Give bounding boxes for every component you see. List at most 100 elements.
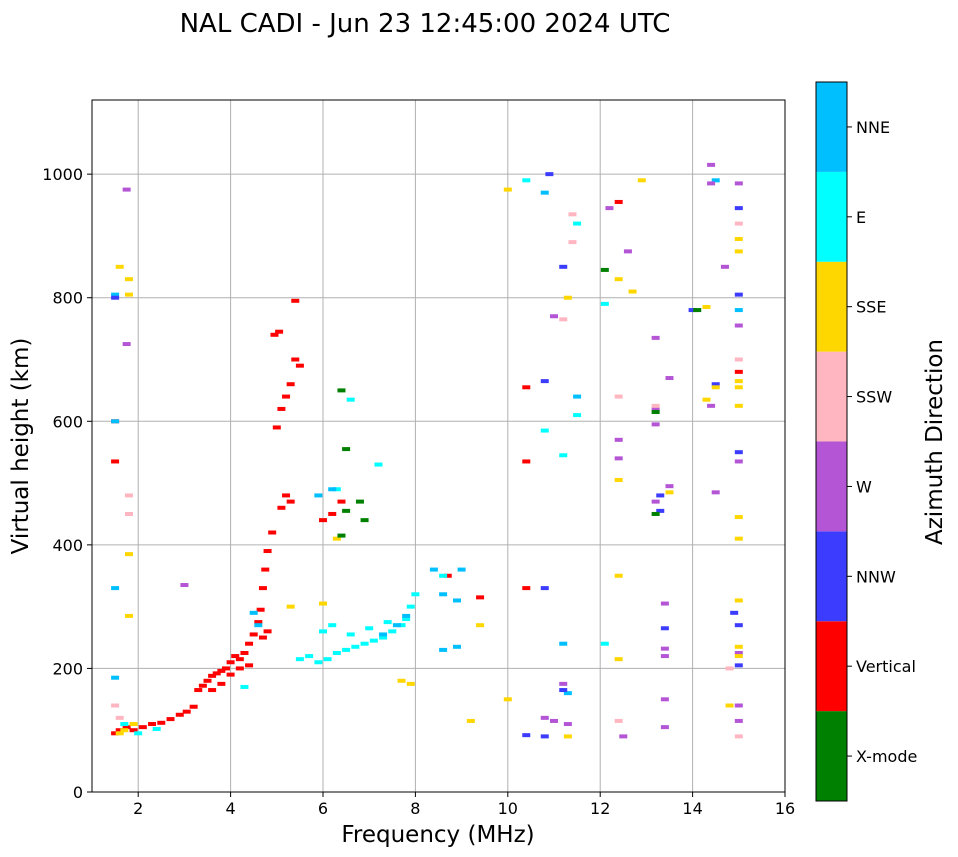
data-point — [563, 722, 572, 727]
colorbar-label: SSW — [856, 388, 892, 407]
x-tick-label: 2 — [133, 799, 143, 818]
data-point — [328, 487, 337, 492]
data-point — [734, 459, 743, 464]
x-axis-label: Frequency (MHz) — [341, 822, 534, 848]
data-point — [115, 264, 124, 269]
data-point — [277, 406, 286, 411]
colorbar-segment — [816, 82, 847, 172]
data-point — [337, 499, 346, 504]
data-point — [263, 629, 272, 634]
x-tick-label: 12 — [590, 799, 610, 818]
data-point — [522, 178, 531, 183]
data-point — [258, 586, 267, 591]
colorbar-frame — [815, 81, 848, 802]
data-point — [563, 734, 572, 739]
data-point — [369, 638, 378, 643]
data-point — [614, 199, 623, 204]
data-point — [628, 289, 637, 294]
data-point — [540, 734, 549, 739]
data-point — [734, 403, 743, 408]
data-point — [295, 657, 304, 662]
data-point — [563, 691, 572, 696]
data-point — [540, 586, 549, 591]
data-point — [270, 332, 279, 337]
data-point — [540, 715, 549, 720]
data-point — [605, 206, 614, 211]
data-point — [291, 357, 300, 362]
data-point — [319, 518, 327, 523]
data-point — [249, 632, 258, 637]
data-point — [522, 385, 531, 390]
data-point — [346, 632, 355, 637]
data-point — [637, 178, 646, 183]
series-w — [122, 162, 743, 739]
series-vertical — [111, 199, 743, 736]
data-point — [175, 712, 184, 717]
data-point — [452, 598, 461, 603]
data-point — [124, 613, 133, 618]
data-point — [286, 604, 295, 609]
colorbar-segment — [816, 621, 847, 712]
data-point — [379, 635, 388, 640]
data-point — [314, 660, 323, 665]
data-point — [124, 552, 133, 557]
data-point — [189, 704, 198, 709]
x-axis-ticks: 2 4 6 8 10 12 14 16 — [133, 792, 795, 818]
series-sse — [115, 178, 743, 739]
data-point — [328, 511, 337, 516]
data-point — [550, 314, 558, 319]
data-point — [397, 678, 406, 683]
data-point — [261, 567, 270, 572]
colorbar-label: W — [856, 477, 872, 496]
data-point — [182, 709, 191, 714]
data-point — [122, 187, 131, 192]
data-point — [111, 295, 120, 300]
data-point — [439, 592, 448, 597]
data-point — [734, 385, 743, 390]
data-point — [559, 681, 568, 686]
data-point — [198, 683, 207, 688]
data-point — [212, 671, 221, 676]
y-tick-label: 800 — [52, 289, 83, 308]
data-point — [573, 221, 582, 226]
data-point — [275, 329, 284, 334]
data-point — [651, 335, 660, 340]
data-point — [346, 397, 355, 402]
data-point — [282, 493, 291, 498]
data-point — [365, 626, 374, 631]
data-point — [286, 499, 295, 504]
data-point — [226, 672, 235, 677]
data-point — [406, 681, 415, 686]
data-point — [374, 462, 383, 467]
data-point — [323, 657, 332, 662]
data-point — [651, 499, 660, 504]
data-point — [734, 357, 743, 362]
data-point — [355, 499, 364, 504]
data-point — [702, 304, 711, 309]
data-point — [466, 718, 475, 723]
data-point — [734, 703, 743, 708]
data-point — [272, 425, 281, 430]
data-point — [180, 583, 189, 588]
data-point — [600, 641, 609, 646]
data-point — [245, 641, 254, 646]
data-point — [235, 657, 244, 662]
data-point — [734, 181, 743, 186]
data-point — [254, 623, 263, 628]
data-point — [665, 484, 674, 489]
data-point — [522, 733, 531, 738]
data-point — [452, 644, 461, 649]
data-point — [256, 607, 265, 612]
series-x-mode — [337, 267, 702, 538]
data-point — [614, 394, 623, 399]
data-point — [725, 666, 734, 671]
data-point — [614, 437, 623, 442]
data-point — [540, 428, 549, 433]
data-point — [157, 720, 166, 725]
colorbar-label: NNW — [856, 567, 896, 586]
x-tick-label: 16 — [775, 799, 795, 818]
data-point — [600, 301, 609, 306]
chart-title: NAL CADI - Jun 23 12:45:00 2024 UTC — [180, 9, 671, 39]
data-point — [397, 623, 406, 628]
